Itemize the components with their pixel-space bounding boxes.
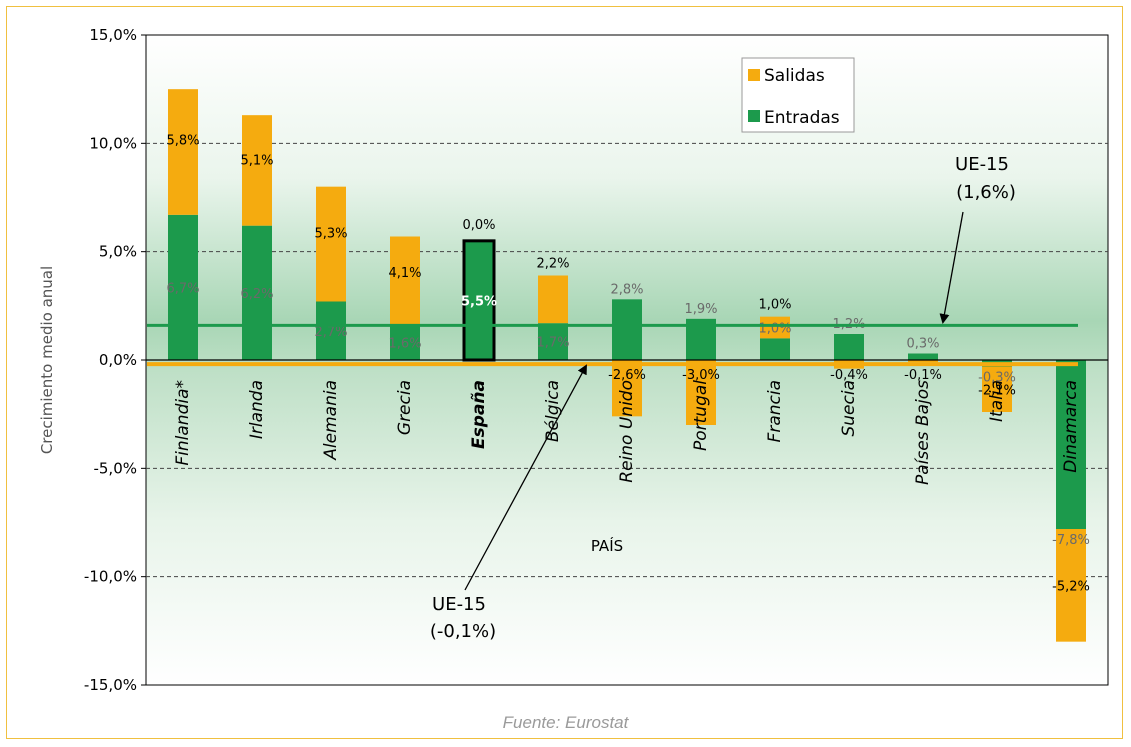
y-tick-label: -15,0% — [84, 676, 137, 694]
data-label-salidas: 2,2% — [536, 257, 569, 272]
source-note: Fuente: Eurostat — [502, 713, 629, 732]
x-tick-label: Bélgica — [543, 380, 563, 442]
bar-salidas — [686, 360, 716, 425]
x-axis-labels: Finlandia* Irlanda Alemania Grecia España Bél… — [173, 380, 1081, 485]
data-label-entradas: -7,8% — [1052, 533, 1090, 548]
legend-label-entradas: Entradas — [764, 108, 840, 128]
bar-salidas — [908, 360, 938, 363]
y-axis-title: Crecimiento medio anual — [38, 266, 56, 454]
data-label-salidas: 4,1% — [388, 266, 421, 281]
reference-lines — [147, 323, 1078, 367]
data-label-entradas: 1,7% — [536, 336, 569, 351]
data-label-salidas: -0,4% — [830, 368, 868, 383]
data-label-entradas: 6,7% — [166, 281, 199, 296]
y-axis-ticks: 15,0% 10,0% 5,0% 0,0% -5,0% -10,0% -15,0% — [84, 26, 146, 694]
data-label-entradas: 5,5% — [461, 294, 497, 309]
figure-frame — [6, 6, 1123, 739]
data-label-salidas: 5,3% — [314, 227, 347, 242]
annotation-ue15-upper: UE-15 (1,6%) — [939, 154, 1016, 324]
data-label-salidas: -3,0% — [682, 368, 720, 383]
data-label-entradas: 2,7% — [314, 325, 347, 340]
data-label-entradas: 1,6% — [388, 337, 421, 352]
bar-entradas — [612, 299, 642, 360]
y-tick-label: 10,0% — [89, 134, 137, 152]
x-axis-title: PAÍS — [591, 536, 623, 555]
x-tick-label: Finlandia* — [173, 380, 193, 466]
bars: 6,7% 5,8% 6,2% 5,1% 2,7% 5,3% 1,6% 4,1% 5,5% 0,0%… — [146, 89, 1108, 642]
bar-salidas — [760, 316, 790, 339]
x-tick-label: España — [469, 380, 489, 449]
x-tick-label: Suecia — [839, 380, 859, 437]
data-label-entradas: 2,8% — [610, 282, 643, 297]
x-tick-label: Países Bajos — [913, 380, 933, 485]
bar-salidas — [1056, 529, 1086, 642]
bar-salidas — [538, 275, 568, 324]
legend: Salidas Entradas — [741, 57, 855, 133]
annotation-ue15-upper-arrow — [939, 211, 964, 324]
x-tick-label: Grecia — [395, 380, 415, 435]
bar-entradas — [242, 225, 272, 360]
data-label-salidas: -0,1% — [904, 368, 942, 383]
legend-swatch-salidas — [748, 69, 760, 81]
bar-salidas — [982, 366, 1012, 412]
data-label-entradas: -0,3% — [978, 371, 1016, 386]
y-tick-label: 15,0% — [89, 26, 137, 44]
bar-entradas — [168, 214, 198, 360]
x-tick-label: Reino Unido — [617, 380, 637, 483]
legend-label-salidas: Salidas — [764, 66, 825, 86]
bar-salidas — [612, 360, 642, 417]
legend-box — [741, 57, 855, 133]
bar-salidas — [168, 89, 198, 215]
y-tick-label: -10,0% — [84, 568, 137, 586]
bar-salidas — [316, 186, 346, 302]
x-tick-label: Alemania — [321, 380, 341, 461]
y-tick-label: 5,0% — [99, 243, 137, 261]
bar-entradas — [316, 301, 346, 360]
bar-entradas — [760, 338, 790, 360]
frame-border-left — [6, 6, 7, 739]
legend-swatch-entradas — [748, 110, 760, 122]
data-label-entradas: 6,2% — [240, 287, 273, 302]
data-label-entradas: 1,9% — [684, 302, 717, 317]
annotation-ue15-lower-arrow — [464, 364, 587, 591]
data-label-salidas: -5,2% — [1052, 579, 1090, 594]
bar-entradas — [390, 325, 420, 360]
x-tick-label: Irlanda — [247, 380, 267, 439]
x-tick-label: Francia — [765, 380, 785, 442]
x-tick-label: Italia — [987, 380, 1007, 422]
y-tick-label: 0,0% — [99, 351, 137, 369]
data-label-entradas: 1,0% — [758, 321, 791, 336]
data-label-salidas: 0,0% — [462, 218, 495, 233]
bar-entradas — [908, 353, 938, 360]
bar-salidas — [390, 236, 420, 326]
annotation-ue15-upper-line2: (1,6%) — [956, 182, 1016, 203]
x-tick-label: Portugal — [691, 380, 711, 451]
data-label-salidas: -2,6% — [608, 368, 646, 383]
annotation-ue15-lower-line2: (-0,1%) — [430, 621, 496, 642]
annotation-ue15-upper-line1: UE-15 — [955, 154, 1009, 175]
data-label-salidas: -2,1% — [978, 383, 1016, 398]
gridlines — [146, 142, 1108, 578]
bar-entradas — [834, 334, 864, 360]
bar-salidas — [242, 115, 272, 226]
annotation-ue15-lower: UE-15 (-0,1%) — [430, 364, 587, 642]
data-label-salidas: 1,0% — [758, 298, 791, 313]
data-label-salidas: 5,1% — [240, 153, 273, 168]
x-tick-label: Dinamarca — [1061, 380, 1081, 473]
data-label-salidas: 5,8% — [166, 133, 199, 148]
data-label-entradas: 0,3% — [906, 337, 939, 352]
bar-entradas — [1056, 360, 1086, 529]
y-tick-label: -5,0% — [93, 459, 137, 477]
bar-entradas — [538, 323, 568, 360]
annotation-ue15-lower-line1: UE-15 — [432, 594, 486, 615]
